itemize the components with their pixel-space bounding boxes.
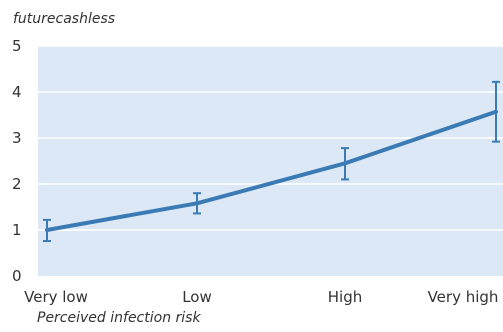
plot-area <box>38 46 503 276</box>
gridlines <box>38 45 503 231</box>
x-axis-label: Perceived infection risk <box>37 310 201 326</box>
x-tick-label: High <box>328 288 362 306</box>
series-line <box>45 109 498 232</box>
x-tick-label: Low <box>182 288 212 306</box>
y-axis-label: futurecashless <box>13 11 115 27</box>
y-tick-label: 2 <box>12 175 22 193</box>
x-axis-ticks: Very low Low High Very high <box>24 288 498 306</box>
y-tick-label: 3 <box>12 129 22 147</box>
y-tick-label: 0 <box>12 267 22 285</box>
y-tick-label: 4 <box>12 83 22 101</box>
y-axis-ticks: 0 1 2 3 4 5 <box>12 37 22 285</box>
y-tick-label: 5 <box>12 37 22 55</box>
x-tick-label: Very low <box>24 288 88 306</box>
x-tick-label: Very high <box>428 288 499 306</box>
y-tick-label: 1 <box>12 221 22 239</box>
